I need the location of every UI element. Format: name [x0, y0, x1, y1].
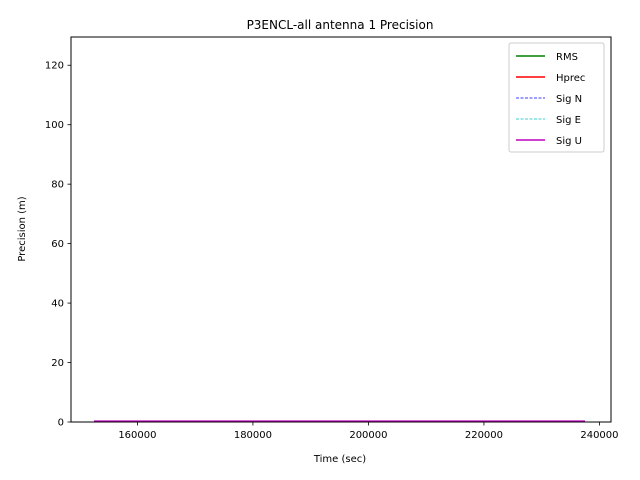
x-tick-label: 240000 [580, 430, 618, 441]
y-tick-label: 120 [45, 61, 64, 72]
legend-label: Hprec [556, 73, 585, 84]
y-tick-label: 40 [51, 299, 64, 310]
legend-label: Sig U [556, 136, 582, 147]
legend-label: RMS [556, 52, 578, 63]
x-tick-label: 200000 [349, 430, 387, 441]
x-tick-label: 160000 [118, 430, 156, 441]
x-tick-label: 220000 [465, 430, 503, 441]
legend-label: Sig E [556, 115, 581, 126]
legend-label: Sig N [556, 94, 582, 105]
plot-frame [70, 36, 612, 423]
y-tick-label: 80 [51, 180, 64, 191]
y-tick-label: 20 [51, 358, 64, 369]
x-axis: 160000 180000 200000 220000 240000 [118, 422, 619, 441]
y-tick-label: 60 [51, 239, 64, 250]
y-axis: 0 20 40 60 80 100 120 [45, 61, 71, 429]
y-tick-label: 0 [58, 418, 64, 429]
x-axis-label: Time (sec) [313, 454, 366, 465]
y-tick-label: 100 [45, 120, 64, 131]
legend: RMS Hprec Sig N Sig E Sig U [508, 42, 605, 153]
legend-frame [508, 42, 605, 153]
x-tick-label: 180000 [234, 430, 272, 441]
y-axis-label: Precision (m) [17, 196, 28, 261]
chart-title: P3ENCL-all antenna 1 Precision [247, 18, 434, 32]
